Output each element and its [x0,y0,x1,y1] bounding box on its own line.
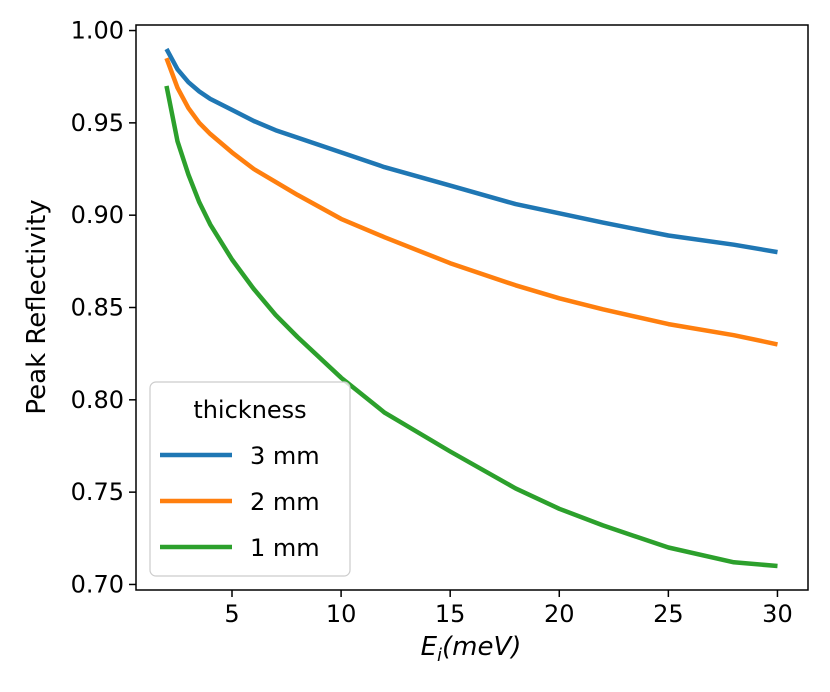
x-tick-label: 10 [326,600,357,628]
legend: thickness 3 mm 2 mm 1 mm [149,381,351,577]
series-line-1-mm [164,85,778,569]
x-tick-label: 25 [653,600,684,628]
y-tick-label: 0.70 [71,570,124,598]
y-axis-label: Peak Reflectivity [22,199,52,414]
legend-label-1-mm: 1 mm [250,534,320,562]
y-tick-label: 0.90 [71,201,124,229]
series-line-3-mm [164,47,778,255]
x-axis-label: Ei(meV) [421,632,522,666]
y-axis-ticks: 0.70 0.75 0.80 0.85 0.90 0.95 1.00 [71,17,136,598]
legend-box [149,381,351,577]
data-lines [164,47,778,569]
x-tick-label: 30 [762,600,793,628]
x-axis-ticks: 5 10 15 20 25 30 [224,590,793,628]
x-tick-label: 15 [435,600,466,628]
y-tick-label: 0.95 [71,109,124,137]
legend-label-2-mm: 2 mm [250,488,320,516]
y-tick-label: 0.75 [71,478,124,506]
y-tick-label: 0.80 [71,386,124,414]
legend-label-3-mm: 3 mm [250,442,320,470]
plot-frame [135,24,809,591]
x-axis-label-main: E [421,632,438,662]
y-tick-label: 0.85 [71,294,124,322]
x-axis-label-rest: (meV) [442,632,521,662]
series-line-2-mm [164,57,778,347]
y-tick-label: 1.00 [71,17,124,45]
legend-title: thickness [193,396,306,424]
x-tick-label: 5 [224,600,239,628]
x-axis-label-subscript: i [437,645,442,666]
x-tick-label: 20 [544,600,575,628]
